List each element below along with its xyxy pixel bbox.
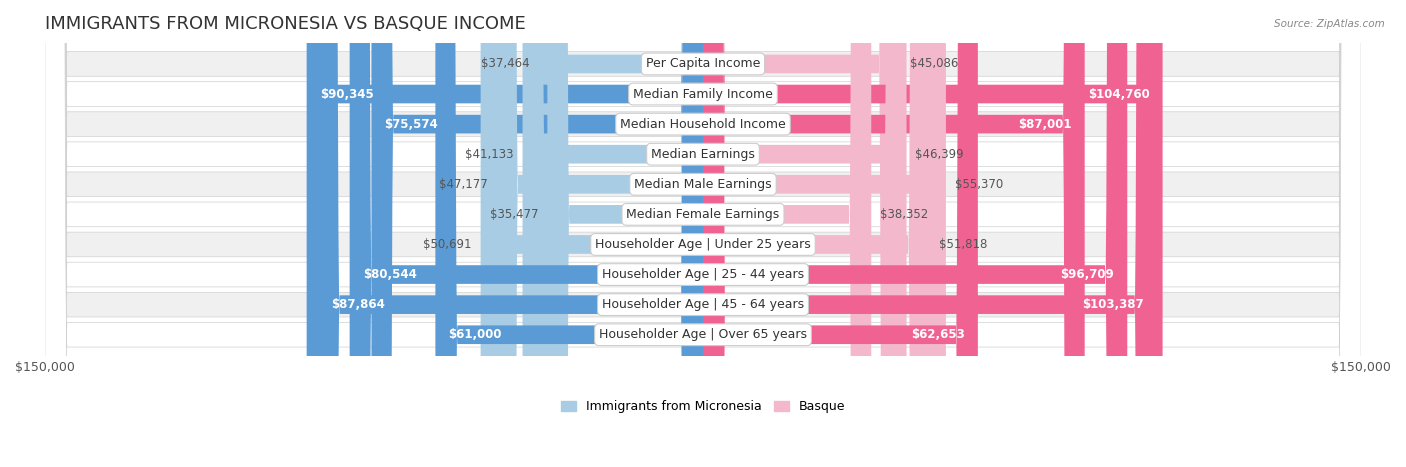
FancyBboxPatch shape: [45, 0, 1361, 467]
Text: $46,399: $46,399: [915, 148, 965, 161]
FancyBboxPatch shape: [45, 0, 1361, 467]
Text: $51,818: $51,818: [939, 238, 987, 251]
Text: Median Household Income: Median Household Income: [620, 118, 786, 131]
FancyBboxPatch shape: [481, 0, 703, 467]
FancyBboxPatch shape: [703, 0, 946, 467]
FancyBboxPatch shape: [45, 0, 1361, 467]
Text: Householder Age | 25 - 44 years: Householder Age | 25 - 44 years: [602, 268, 804, 281]
FancyBboxPatch shape: [496, 0, 703, 467]
Text: Median Female Earnings: Median Female Earnings: [627, 208, 779, 221]
FancyBboxPatch shape: [703, 0, 1163, 467]
FancyBboxPatch shape: [547, 0, 703, 467]
FancyBboxPatch shape: [45, 0, 1361, 467]
Text: $61,000: $61,000: [449, 328, 502, 341]
Text: $103,387: $103,387: [1081, 298, 1143, 311]
FancyBboxPatch shape: [45, 0, 1361, 467]
Text: $90,345: $90,345: [319, 87, 374, 100]
FancyBboxPatch shape: [45, 0, 1361, 467]
FancyBboxPatch shape: [703, 0, 907, 467]
Text: $62,653: $62,653: [911, 328, 965, 341]
Text: $41,133: $41,133: [465, 148, 513, 161]
Text: Per Capita Income: Per Capita Income: [645, 57, 761, 71]
FancyBboxPatch shape: [703, 0, 977, 467]
Text: $45,086: $45,086: [910, 57, 957, 71]
FancyBboxPatch shape: [45, 0, 1361, 467]
FancyBboxPatch shape: [45, 0, 1361, 467]
Text: $47,177: $47,177: [439, 178, 488, 191]
FancyBboxPatch shape: [307, 0, 703, 467]
Text: $87,001: $87,001: [1018, 118, 1071, 131]
FancyBboxPatch shape: [703, 0, 901, 467]
Text: Householder Age | 45 - 64 years: Householder Age | 45 - 64 years: [602, 298, 804, 311]
FancyBboxPatch shape: [703, 0, 931, 467]
FancyBboxPatch shape: [45, 0, 1361, 467]
FancyBboxPatch shape: [703, 0, 1084, 467]
Text: Median Male Earnings: Median Male Earnings: [634, 178, 772, 191]
Legend: Immigrants from Micronesia, Basque: Immigrants from Micronesia, Basque: [555, 396, 851, 418]
Text: Median Earnings: Median Earnings: [651, 148, 755, 161]
Text: $104,760: $104,760: [1088, 87, 1150, 100]
Text: IMMIGRANTS FROM MICRONESIA VS BASQUE INCOME: IMMIGRANTS FROM MICRONESIA VS BASQUE INC…: [45, 15, 526, 33]
Text: $75,574: $75,574: [385, 118, 439, 131]
FancyBboxPatch shape: [318, 0, 703, 467]
FancyBboxPatch shape: [45, 0, 1361, 467]
FancyBboxPatch shape: [350, 0, 703, 467]
Text: $55,370: $55,370: [955, 178, 1002, 191]
Text: Median Family Income: Median Family Income: [633, 87, 773, 100]
FancyBboxPatch shape: [703, 0, 1157, 467]
Text: $50,691: $50,691: [423, 238, 472, 251]
FancyBboxPatch shape: [523, 0, 703, 467]
Text: Source: ZipAtlas.com: Source: ZipAtlas.com: [1274, 19, 1385, 28]
FancyBboxPatch shape: [436, 0, 703, 467]
FancyBboxPatch shape: [538, 0, 703, 467]
Text: Householder Age | Over 65 years: Householder Age | Over 65 years: [599, 328, 807, 341]
Text: $87,864: $87,864: [330, 298, 385, 311]
FancyBboxPatch shape: [703, 0, 1128, 467]
Text: $96,709: $96,709: [1060, 268, 1114, 281]
FancyBboxPatch shape: [703, 0, 872, 467]
Text: $37,464: $37,464: [481, 57, 530, 71]
Text: $38,352: $38,352: [880, 208, 928, 221]
Text: $35,477: $35,477: [491, 208, 538, 221]
FancyBboxPatch shape: [371, 0, 703, 467]
Text: Householder Age | Under 25 years: Householder Age | Under 25 years: [595, 238, 811, 251]
Text: $80,544: $80,544: [363, 268, 416, 281]
